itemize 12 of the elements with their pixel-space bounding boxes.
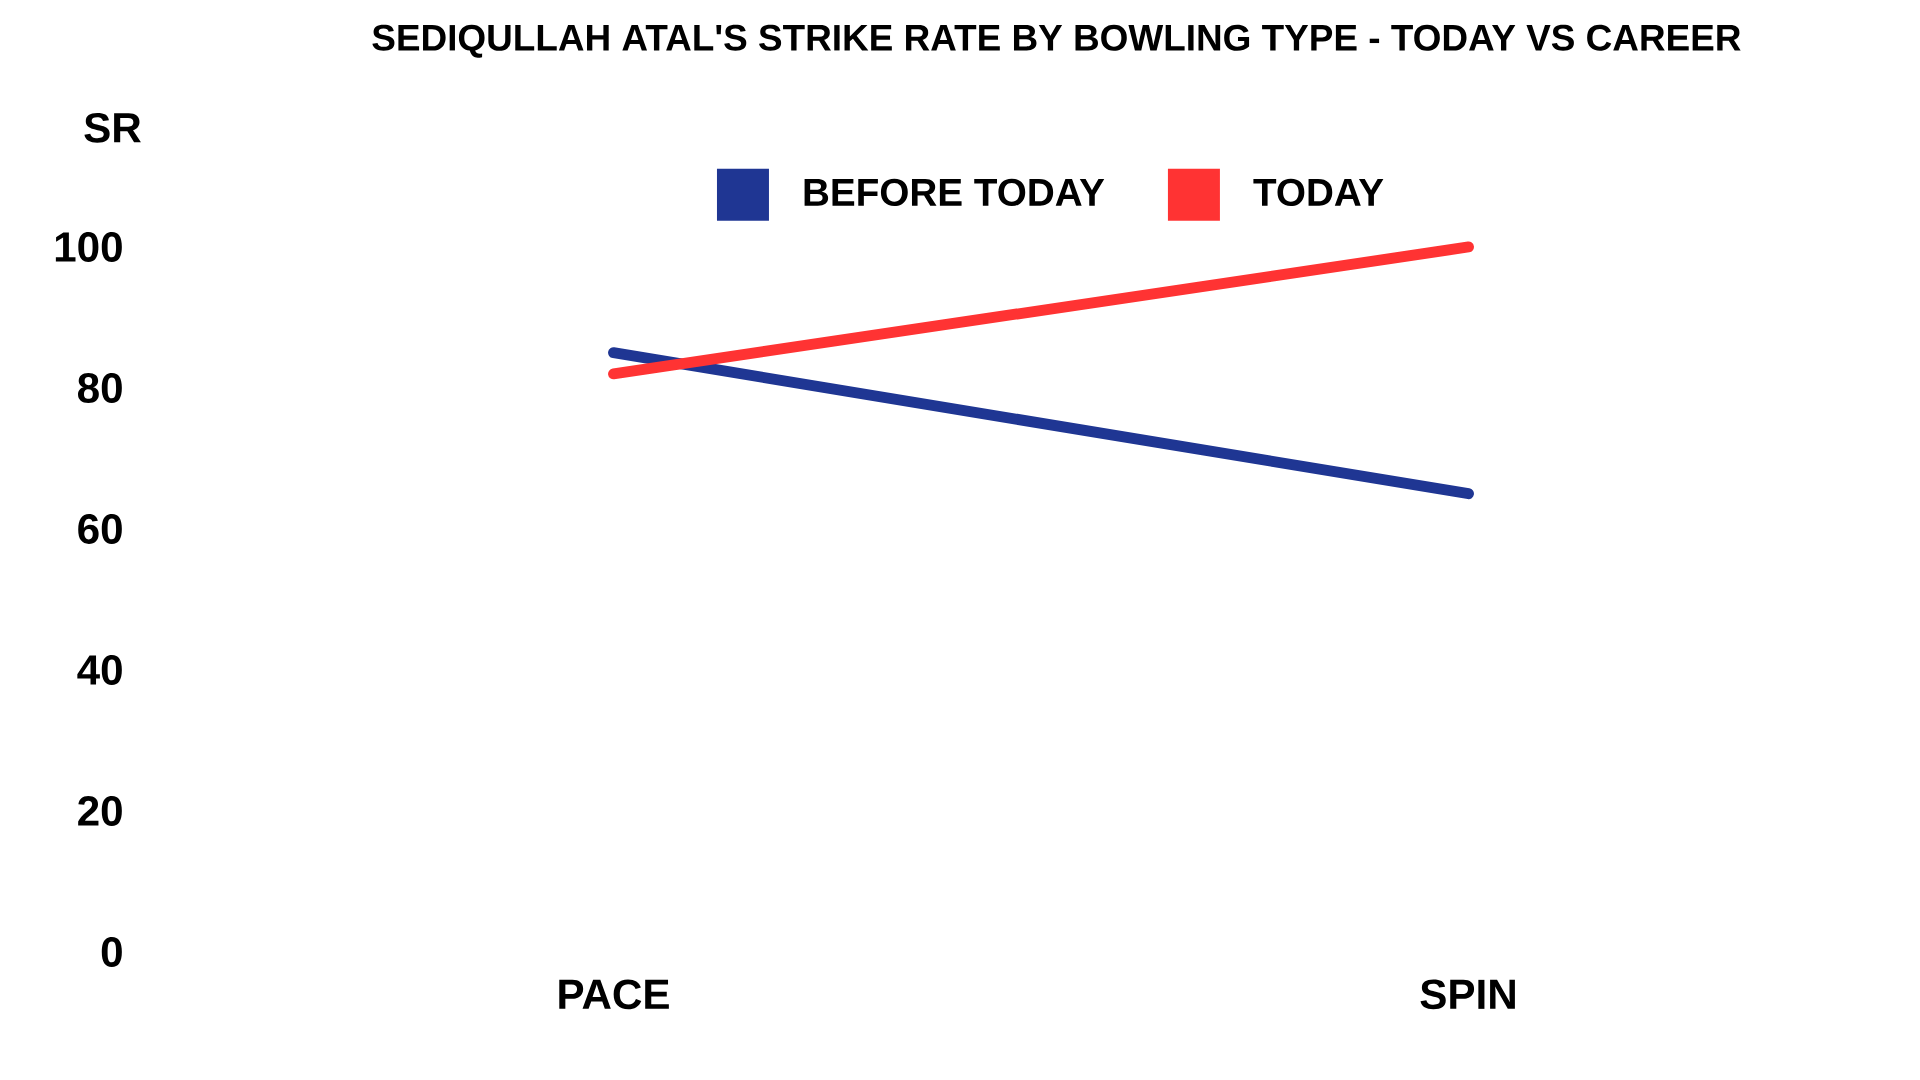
y-tick-label: 80 bbox=[78, 373, 122, 403]
y-tick-label: 0 bbox=[101, 937, 122, 967]
y-tick-label: 100 bbox=[55, 232, 122, 262]
y-axis-title: SR bbox=[84, 112, 141, 143]
y-tick-label: 40 bbox=[77, 655, 122, 685]
x-tick-label: SPIN bbox=[1420, 979, 1515, 1010]
y-tick-label: 20 bbox=[78, 796, 122, 826]
legend-label: BEFORE TODAY bbox=[804, 178, 1105, 207]
y-tick-label: 60 bbox=[78, 514, 122, 544]
chart-title: SEDIQULLAH ATAL'S STRIKE RATE BY BOWLING TYPE - TODAY VS CAREER bbox=[372, 24, 1741, 58]
x-tick-label: PACE bbox=[559, 979, 669, 1010]
legend-label: TODAY bbox=[1253, 178, 1384, 207]
